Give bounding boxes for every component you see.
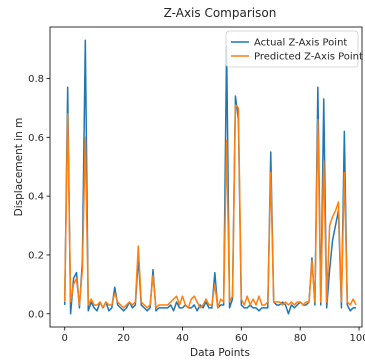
x-tick-label: 20	[117, 333, 130, 344]
y-tick-label: 0.6	[28, 133, 44, 144]
legend-label-1: Actual Z-Axis Point	[254, 38, 347, 49]
y-tick-label: 0.0	[28, 309, 44, 320]
plot-area: 0 20 40 60 80 100 0.0 0.2 0.4 0.6 0.8 Actual Z-Axis…	[28, 26, 365, 344]
x-tick-label: 40	[176, 333, 189, 344]
legend-label-2: Predicted Z-Axis Point	[254, 52, 363, 63]
y-axis-label: Displacement in m	[13, 118, 25, 217]
series-line-2	[63, 104, 357, 309]
axes-frame	[49, 26, 363, 328]
x-tick-label: 60	[235, 333, 248, 344]
x-tick-label: 0	[62, 333, 68, 344]
y-tick-label: 0.2	[28, 250, 44, 261]
y-tick-label: 0.4	[28, 192, 44, 203]
x-axis-label: Data Points	[190, 347, 250, 359]
chart-title: Z-Axis Comparison	[164, 6, 277, 20]
x-tick-label: 100	[350, 333, 365, 344]
legend-box	[225, 30, 359, 68]
x-tick-label: 80	[294, 333, 307, 344]
y-tick-label: 0.8	[28, 74, 44, 85]
